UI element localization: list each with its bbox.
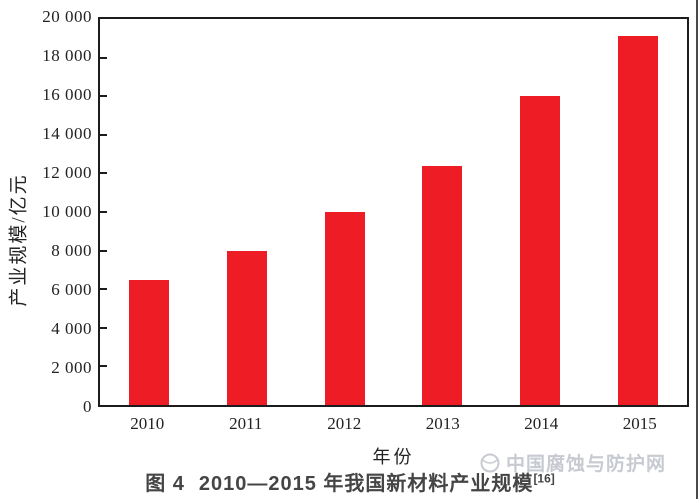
figure-caption: 图 4 2010—2015 年我国新材料产业规模[16] (0, 467, 700, 496)
bar-2010 (128, 279, 169, 405)
y-tick-label: 18 000 (42, 46, 92, 65)
y-tick-label: 2 000 (51, 358, 92, 377)
y-tick-mark (100, 365, 107, 368)
bar-2011 (226, 250, 267, 405)
x-tick-label: 2010 (130, 414, 165, 433)
y-tick-label: 10 000 (42, 202, 92, 221)
y-tick-mark (100, 172, 107, 175)
y-tick-label: 4 000 (51, 319, 92, 338)
y-tick-label: 12 000 (42, 163, 92, 182)
x-tick-label: 2015 (622, 414, 657, 433)
y-tick-label: 6 000 (51, 280, 92, 299)
y-tick-label: 16 000 (42, 85, 92, 104)
figure-caption-number: 图 4 (145, 473, 185, 495)
y-tick-mark (100, 249, 107, 252)
plot-area (98, 17, 689, 407)
x-axis-title: 年份 (372, 447, 415, 467)
y-tick-label: 14 000 (42, 124, 92, 143)
y-axis-labels: 0 2 000 4 000 6 000 8 000 10 000 12 000 14 000 1… (0, 0, 92, 499)
x-tick-label: 2014 (524, 414, 559, 433)
y-tick-label: 20 000 (42, 7, 92, 26)
x-tick-label: 2011 (229, 414, 263, 433)
x-tick-label: 2013 (425, 414, 460, 433)
bar-2015 (618, 36, 659, 405)
y-tick-mark (100, 288, 107, 291)
y-tick-mark (100, 133, 107, 136)
y-tick-mark (100, 95, 107, 98)
figure-caption-title: 2010—2015 年我国新材料产业规模 (198, 473, 534, 495)
bar-2014 (520, 96, 561, 405)
bar-2013 (422, 165, 463, 405)
bar-2012 (324, 212, 365, 405)
y-tick-mark (100, 56, 107, 59)
image-right-border (696, 0, 698, 499)
y-tick-mark (100, 326, 107, 329)
figure-caption-reference: [16] (533, 471, 555, 486)
x-tick-label: 2012 (327, 414, 362, 433)
y-tick-mark (100, 211, 107, 213)
y-tick-label: 0 (83, 397, 92, 416)
y-tick-label: 8 000 (51, 241, 92, 260)
